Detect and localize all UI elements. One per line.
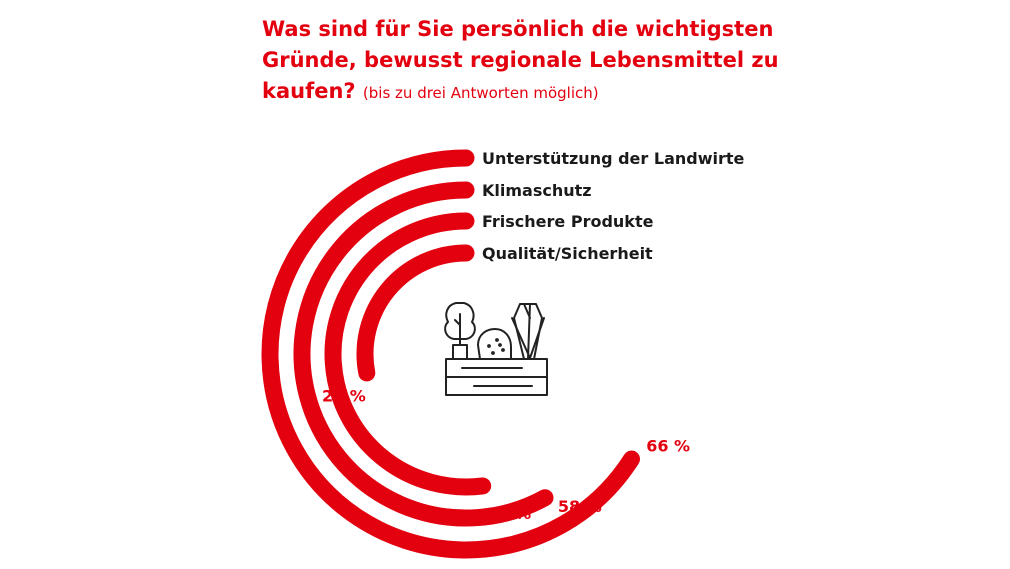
bar-group bbox=[261, 149, 640, 559]
bar-1 bbox=[261, 149, 640, 559]
value-label-3: 52 % bbox=[487, 504, 531, 523]
chart-title-main: Was sind für Sie persönlich die wichtigs… bbox=[262, 17, 779, 103]
category-label-4: Qualität/Sicherheit bbox=[482, 244, 653, 263]
category-labels: Unterstützung der Landwirte Klimaschutz Fr… bbox=[482, 149, 745, 263]
bar-2 bbox=[293, 181, 554, 527]
category-label-2: Klimaschutz bbox=[482, 181, 592, 200]
value-label-1: 66 % bbox=[646, 437, 690, 456]
chart-title: Was sind für Sie persönlich die wichtigs… bbox=[262, 14, 822, 109]
category-label-3: Frischere Produkte bbox=[482, 212, 654, 231]
chart-title-note: (bis zu drei Antworten möglich) bbox=[362, 84, 599, 102]
value-label-2: 58 % bbox=[558, 497, 602, 516]
bar-3 bbox=[324, 212, 492, 496]
bar-4 bbox=[356, 244, 475, 382]
vegetable-crate-icon bbox=[444, 302, 548, 396]
category-label-1: Unterstützung der Landwirte bbox=[482, 149, 745, 168]
value-labels: 66 % 58 % 52 % 28 % bbox=[322, 387, 690, 524]
value-label-4: 28 % bbox=[322, 387, 366, 406]
